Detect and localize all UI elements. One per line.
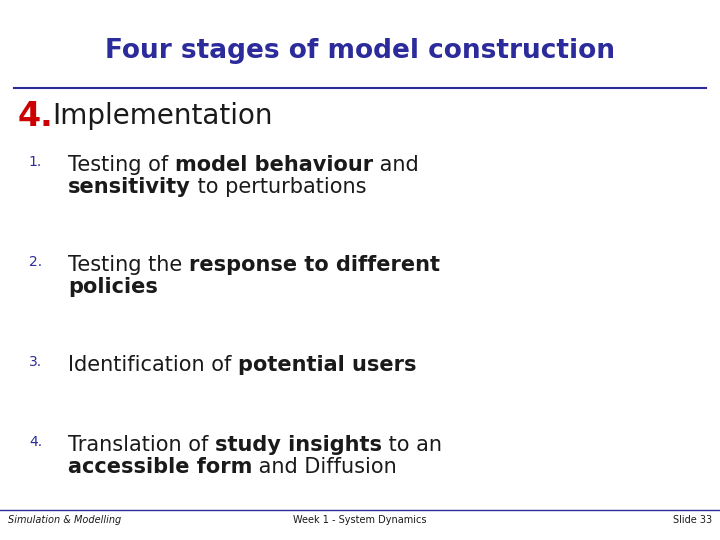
- Text: Week 1 - System Dynamics: Week 1 - System Dynamics: [293, 515, 427, 525]
- Text: policies: policies: [68, 277, 158, 297]
- Text: accessible form: accessible form: [68, 457, 253, 477]
- Text: and: and: [373, 155, 419, 175]
- Text: response to different: response to different: [189, 255, 440, 275]
- Text: sensitivity: sensitivity: [68, 177, 191, 197]
- Text: to an: to an: [382, 435, 442, 455]
- Text: Testing the: Testing the: [68, 255, 189, 275]
- Text: study insights: study insights: [215, 435, 382, 455]
- Text: 3.: 3.: [29, 355, 42, 369]
- Text: and Diffusion: and Diffusion: [253, 457, 397, 477]
- Text: 4.: 4.: [18, 100, 54, 133]
- Text: to perturbations: to perturbations: [191, 177, 366, 197]
- Text: 1.: 1.: [29, 155, 42, 169]
- Text: model behaviour: model behaviour: [175, 155, 373, 175]
- Text: Simulation & Modelling: Simulation & Modelling: [8, 515, 121, 525]
- Text: 2.: 2.: [29, 255, 42, 269]
- Text: Identification of: Identification of: [68, 355, 238, 375]
- Text: Implementation: Implementation: [52, 102, 272, 130]
- Text: 4.: 4.: [29, 435, 42, 449]
- Text: Translation of: Translation of: [68, 435, 215, 455]
- Text: Four stages of model construction: Four stages of model construction: [105, 38, 615, 64]
- Text: Slide 33: Slide 33: [673, 515, 712, 525]
- Text: Testing of: Testing of: [68, 155, 175, 175]
- Text: potential users: potential users: [238, 355, 416, 375]
